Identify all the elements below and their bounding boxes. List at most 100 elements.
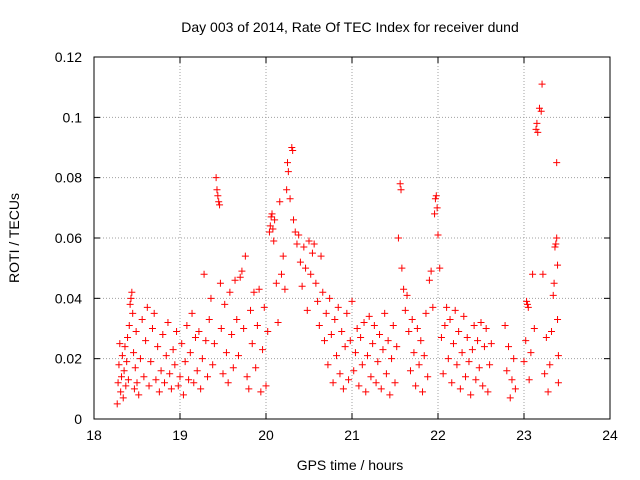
data-point	[541, 370, 549, 378]
data-point	[289, 147, 297, 155]
data-point	[214, 192, 222, 200]
data-point	[302, 264, 310, 272]
data-point	[365, 312, 373, 320]
data-point	[135, 391, 143, 399]
data-point	[548, 328, 556, 336]
data-point	[523, 297, 531, 305]
data-point	[391, 379, 399, 387]
data-point	[413, 325, 421, 332]
data-point	[534, 128, 542, 136]
data-point	[451, 306, 459, 314]
data-point	[353, 325, 361, 332]
data-point	[554, 315, 562, 323]
data-point	[198, 355, 206, 363]
data-point	[460, 312, 468, 320]
data-point	[386, 391, 394, 399]
data-point	[202, 337, 210, 345]
data-point	[324, 361, 332, 369]
data-point	[538, 80, 546, 88]
x-tick-label: 23	[516, 427, 532, 443]
data-point	[369, 340, 377, 348]
data-point	[270, 237, 278, 245]
data-point	[433, 204, 441, 212]
data-point	[343, 309, 351, 317]
data-point	[554, 352, 562, 360]
data-point	[140, 373, 148, 381]
data-point	[453, 361, 461, 369]
data-point	[470, 321, 478, 329]
data-point	[472, 376, 480, 384]
data-point	[130, 349, 138, 357]
data-point	[384, 337, 392, 345]
data-point	[132, 328, 140, 336]
data-points	[113, 80, 562, 408]
data-point	[259, 346, 267, 354]
data-point	[147, 358, 155, 366]
data-point	[522, 337, 530, 345]
data-point	[535, 104, 543, 112]
data-point	[288, 144, 296, 151]
data-point	[233, 315, 241, 323]
data-point	[152, 376, 160, 384]
data-point	[334, 303, 342, 311]
data-point	[193, 367, 201, 375]
data-point	[145, 382, 153, 390]
data-point	[257, 388, 265, 396]
y-tick-label: 0.06	[55, 230, 82, 246]
data-point	[303, 306, 311, 314]
data-point	[389, 321, 397, 329]
data-point	[315, 321, 323, 329]
data-point	[467, 391, 475, 399]
data-point	[552, 240, 560, 248]
data-point	[553, 159, 561, 167]
data-point	[115, 361, 123, 369]
data-point	[281, 285, 289, 293]
data-point	[424, 373, 432, 381]
data-point	[117, 388, 125, 396]
data-point	[326, 294, 334, 302]
data-point	[367, 373, 375, 381]
data-point	[477, 318, 485, 326]
data-point	[415, 361, 423, 369]
data-point	[317, 252, 325, 260]
data-point	[544, 388, 552, 396]
data-point	[398, 264, 406, 272]
data-point	[462, 373, 470, 381]
data-point	[446, 315, 454, 323]
data-point	[397, 186, 405, 194]
data-point	[320, 337, 328, 345]
data-point	[300, 243, 308, 251]
data-point	[329, 379, 337, 387]
data-point	[181, 358, 189, 366]
data-point	[533, 119, 541, 127]
data-point	[126, 300, 134, 308]
data-point	[355, 382, 363, 390]
data-point	[234, 352, 242, 360]
data-point	[449, 340, 457, 348]
data-point	[393, 343, 401, 351]
data-point	[148, 325, 156, 332]
data-point	[277, 270, 285, 278]
data-point	[240, 325, 248, 332]
x-tick-label: 22	[430, 427, 446, 443]
data-point	[190, 379, 198, 387]
data-point	[527, 349, 535, 357]
data-point	[410, 349, 418, 357]
data-point	[236, 273, 244, 281]
y-tick-label: 0	[74, 411, 82, 427]
data-point	[276, 198, 284, 206]
data-point	[431, 195, 439, 203]
x-tick-label: 20	[258, 427, 274, 443]
data-point	[436, 264, 444, 272]
data-point	[207, 294, 215, 302]
data-point	[401, 306, 409, 314]
data-point	[253, 321, 261, 329]
data-point	[238, 267, 246, 275]
data-point	[262, 382, 270, 390]
data-point	[412, 382, 420, 390]
data-point	[116, 340, 124, 348]
data-point	[400, 285, 408, 293]
data-point	[212, 174, 220, 182]
data-point	[419, 388, 427, 396]
data-point	[150, 309, 158, 317]
